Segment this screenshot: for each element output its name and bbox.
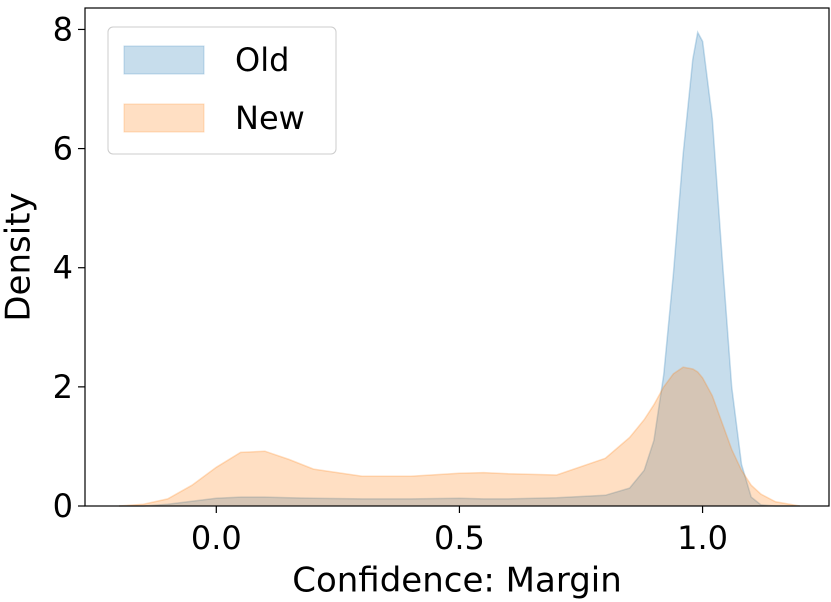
- legend-swatch: [123, 103, 205, 133]
- x-tick-label: 1.0: [677, 519, 728, 557]
- density-line: [118, 366, 800, 507]
- legend-swatch: [123, 45, 205, 75]
- y-tick-label: 6: [53, 130, 73, 168]
- legend-box: [107, 26, 337, 155]
- x-axis-label: Confidence: Margin: [292, 561, 622, 601]
- y-tick-label: 2: [53, 368, 73, 406]
- x-tick-label: 0.0: [191, 519, 242, 557]
- density-area: [119, 367, 800, 506]
- legend-label: New: [235, 99, 305, 137]
- density-area: [119, 32, 800, 507]
- y-tick-label: 4: [53, 249, 73, 287]
- x-tick-label: 0.5: [434, 519, 485, 557]
- density-line: [119, 30, 800, 507]
- plot-frame: [84, 7, 830, 507]
- legend-label: Old: [235, 41, 289, 79]
- y-tick-label: 8: [53, 10, 73, 48]
- y-axis-label: Density: [0, 192, 39, 321]
- legend: Old New: [107, 26, 337, 155]
- y-tick-label: 0: [53, 487, 73, 525]
